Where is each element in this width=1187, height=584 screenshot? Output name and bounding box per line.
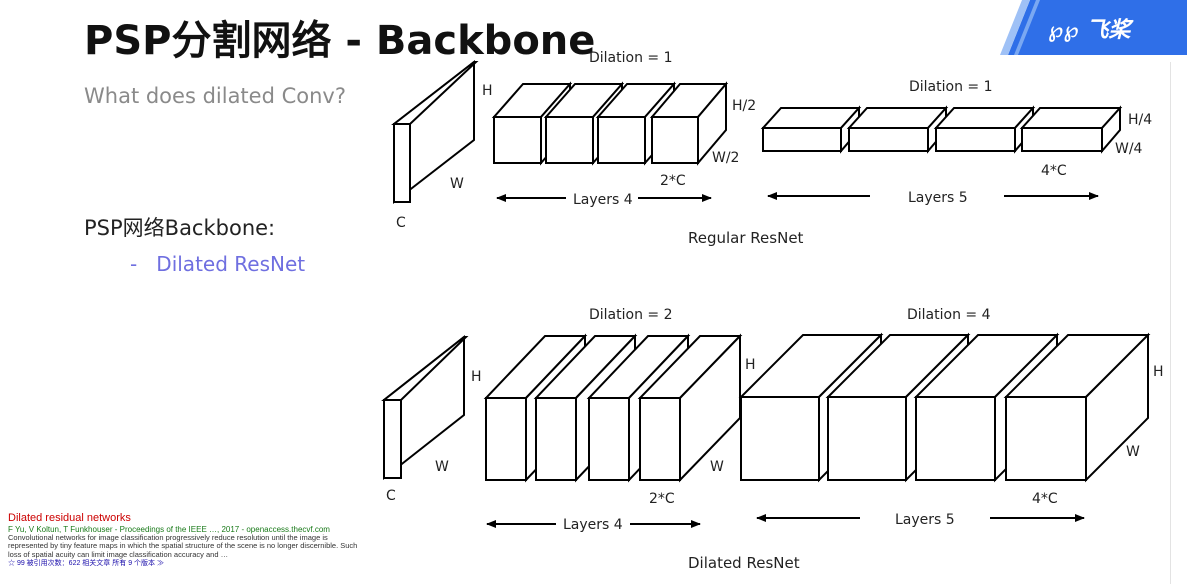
logo-text: 飞桨 (1086, 18, 1131, 43)
dilated-block1-cuboids (483, 333, 743, 483)
paper-reference: Dilated residual networks F Yu, V Koltun… (8, 512, 368, 568)
dilated-block2-h-right: H (1153, 364, 1164, 380)
regular-input-c: C (396, 215, 406, 231)
logo-wordmark: ℘℘ 飞桨 (1048, 12, 1130, 44)
dilated-block1-w: W (710, 459, 724, 475)
regular-block2-w: W/4 (1115, 141, 1143, 157)
dilated-block2-dilation: Dilation = 4 (907, 307, 991, 323)
regular-block1-c: 2*C (660, 173, 686, 189)
dilated-caption: Dilated ResNet (688, 554, 800, 572)
bullet-item: - Dilated ResNet (130, 252, 305, 276)
regular-input-cuboid (391, 59, 479, 205)
regular-input-h: H (482, 83, 493, 99)
regular-block1-dilation: Dilation = 1 (589, 50, 673, 66)
regular-block2-c: 4*C (1041, 163, 1067, 179)
dilated-block2-w: W (1126, 444, 1140, 460)
regular-block1-h: H/2 (732, 98, 756, 114)
dilated-input-c: C (386, 488, 396, 504)
regular-block2-dilation: Dilation = 1 (909, 79, 993, 95)
dilated-input-cuboid (381, 334, 469, 481)
regular-block2-cuboids (760, 105, 1123, 154)
logo-mark-icon: ℘℘ (1048, 18, 1079, 43)
reference-title[interactable]: Dilated residual networks (8, 512, 131, 524)
paddle-logo-banner (1000, 0, 1187, 55)
slide-subtitle: What does dilated Conv? (84, 84, 346, 108)
reference-actions[interactable]: ☆ 99 被引用次数：622 相关文章 所有 9 个版本 ≫ (8, 559, 164, 567)
right-divider (1170, 62, 1171, 584)
bullet-dash: - (130, 252, 138, 276)
dilated-input-h: H (471, 369, 482, 385)
dilated-block2-cuboids (738, 332, 1151, 483)
regular-input-w: W (450, 176, 464, 192)
reference-authors: F Yu, V Koltun, T Funkhouser - Proceedin… (8, 524, 330, 534)
bullet-text: Dilated ResNet (156, 252, 306, 276)
dilated-input-w: W (435, 459, 449, 475)
dilated-block1-c: 2*C (649, 491, 675, 507)
reference-abstract: Convolutional networks for image classif… (8, 532, 358, 560)
slide-title: PSP分割网络 - Backbone (84, 18, 596, 64)
regular-block2-layers: Layers 5 (908, 190, 968, 206)
dilated-block2-c: 4*C (1032, 491, 1058, 507)
dilated-block2-layers: Layers 5 (895, 512, 955, 528)
regular-block1-w: W/2 (712, 150, 739, 166)
dilated-block1-dilation: Dilation = 2 (589, 307, 673, 323)
regular-block1-layers: Layers 4 (573, 192, 633, 208)
dilated-block1-layers: Layers 4 (563, 517, 623, 533)
regular-block1-cuboids (491, 81, 729, 166)
regular-caption: Regular ResNet (688, 229, 804, 247)
section-label: PSP网络Backbone: (84, 216, 276, 240)
dilated-block2-h-left: H (745, 357, 756, 373)
regular-block2-h: H/4 (1128, 112, 1152, 128)
